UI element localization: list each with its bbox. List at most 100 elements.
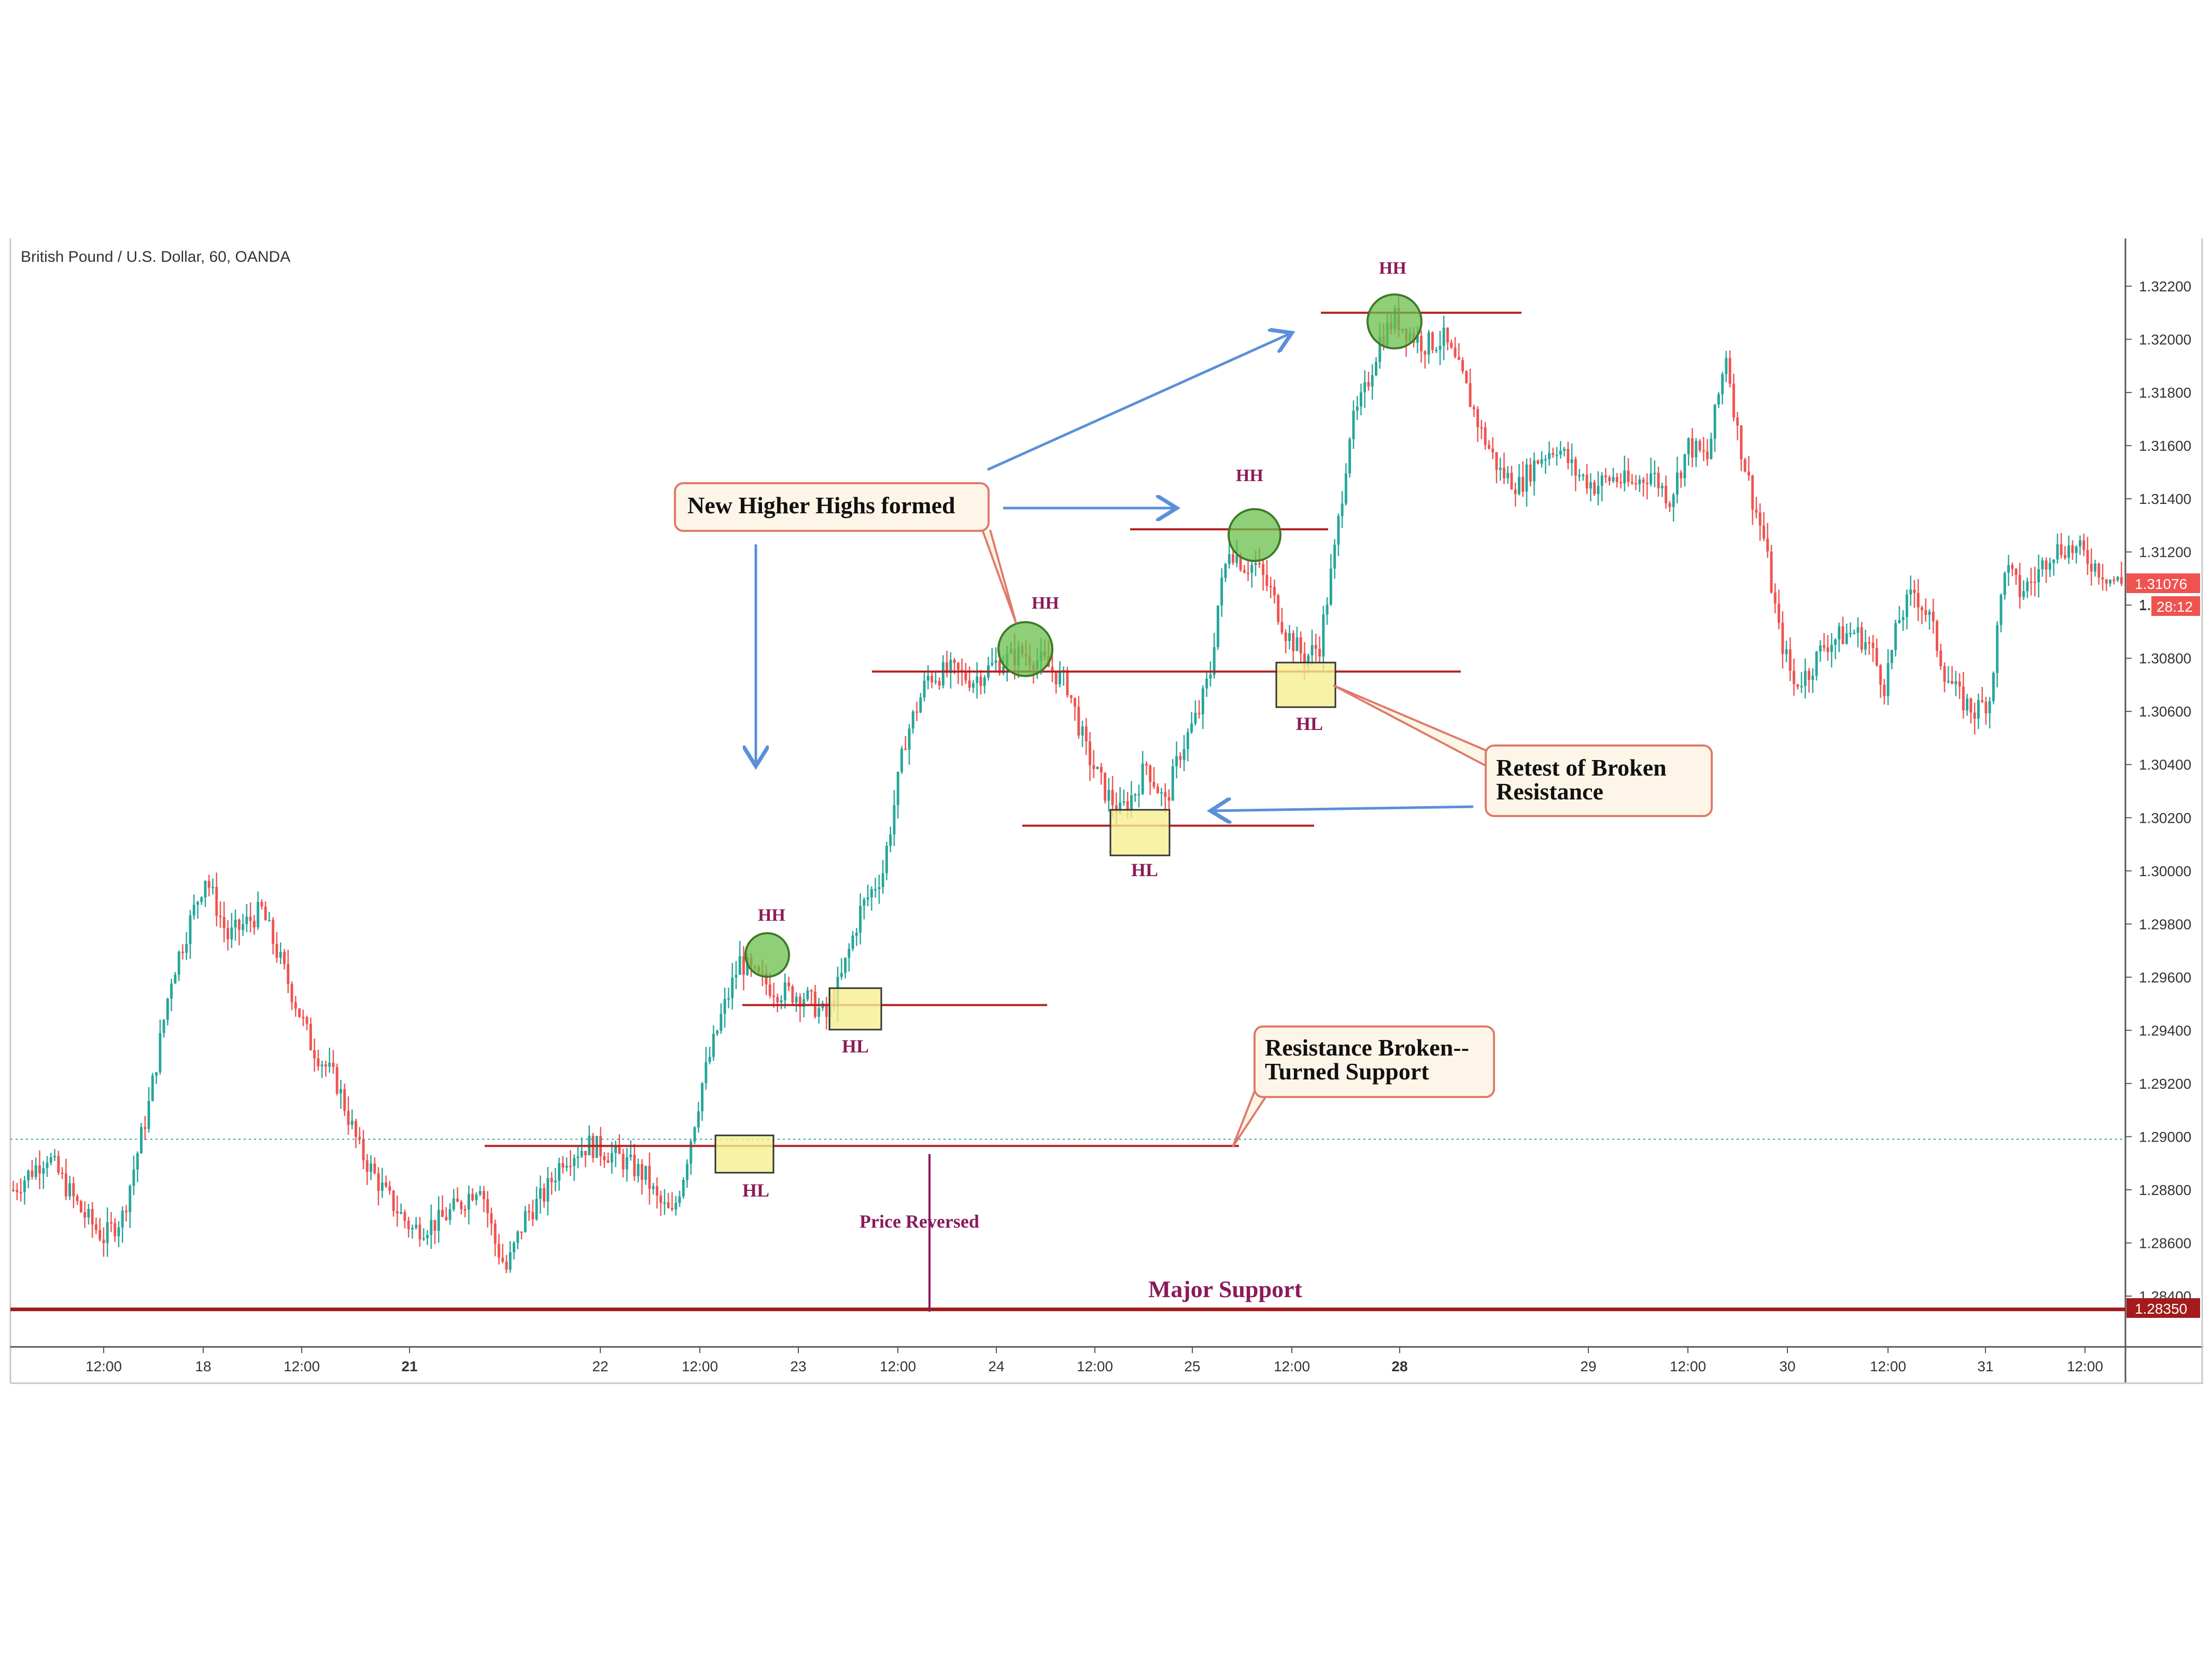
candle-body	[501, 1257, 504, 1262]
candle-body	[667, 1202, 670, 1208]
candle-body	[1427, 332, 1430, 355]
y-tick-label: 1.30800	[2139, 651, 2191, 667]
candle-body	[1160, 792, 1163, 794]
candle-body	[1352, 411, 1355, 439]
candle-body	[1295, 637, 1299, 651]
major-support-price: 1.28350	[2135, 1301, 2187, 1317]
candle-body	[1909, 589, 1912, 595]
candle-body	[622, 1154, 625, 1170]
candle-body	[1928, 611, 1931, 615]
candle-body	[1638, 479, 1641, 485]
candle-body	[2052, 559, 2055, 563]
candle-body	[83, 1212, 87, 1218]
candle-body	[1578, 475, 1581, 476]
candle-body	[926, 676, 929, 681]
candle-body	[1243, 570, 1246, 573]
candle-body	[132, 1169, 135, 1186]
candle-body	[1284, 632, 1287, 641]
candle-body	[1555, 455, 1558, 456]
candle-body	[2075, 546, 2078, 553]
candle-body	[505, 1261, 508, 1270]
candle-body	[1563, 448, 1566, 451]
hl-label-3: HL	[1131, 860, 1158, 880]
candle-body	[1096, 767, 1099, 769]
candle-body	[1773, 592, 1777, 604]
x-tick-label: 25	[1184, 1358, 1200, 1374]
candle-body	[1917, 593, 1920, 608]
candle-body	[1713, 404, 1716, 439]
hl-label-4: HL	[1296, 713, 1323, 734]
candle-body	[561, 1163, 565, 1168]
candle-body	[2048, 563, 2051, 570]
candle-body	[264, 906, 267, 921]
candle-body	[569, 1165, 572, 1168]
candle-body	[125, 1211, 128, 1213]
candle-body	[2094, 563, 2097, 572]
candle-body	[1476, 409, 1480, 428]
candle-body	[971, 683, 975, 688]
candle-body	[625, 1157, 628, 1170]
candle-body	[418, 1225, 421, 1240]
candle-body	[659, 1196, 663, 1203]
candle-body	[343, 1089, 346, 1111]
candles-group	[12, 294, 2123, 1273]
candle-body	[1570, 459, 1573, 463]
x-tick-label: 22	[592, 1358, 608, 1374]
candle-body	[1092, 765, 1095, 769]
hl-label-2: HL	[842, 1036, 869, 1057]
candle-body	[889, 834, 892, 846]
candle-body	[1811, 676, 1814, 680]
candle-body	[1502, 468, 1505, 479]
candle-body	[1544, 459, 1547, 461]
candle-body	[746, 958, 749, 975]
hh-label-1: HH	[758, 906, 785, 925]
candle-body	[516, 1231, 519, 1243]
candle-body	[42, 1168, 45, 1174]
hh-marker-4	[1366, 293, 1422, 349]
candle-body	[298, 1008, 301, 1017]
candle-body	[708, 1057, 711, 1062]
hl-marker-4	[1275, 662, 1336, 708]
candle-body	[885, 846, 888, 874]
y-tick-label: 1.31800	[2139, 385, 2191, 401]
candle-body	[881, 873, 884, 888]
candle-body	[1860, 627, 1863, 650]
candle-body	[72, 1183, 75, 1197]
x-tick-label: 28	[1391, 1358, 1407, 1374]
candle-body	[1378, 336, 1382, 362]
candle-body	[396, 1211, 399, 1214]
candle-body	[1642, 479, 1645, 483]
candle-body	[946, 662, 949, 673]
candle-body	[106, 1222, 109, 1243]
candle-body	[509, 1252, 512, 1270]
candle-body	[1051, 667, 1054, 672]
candle-body	[1695, 441, 1698, 458]
candle-body	[494, 1224, 497, 1244]
candle-body	[370, 1163, 372, 1172]
candle-body	[170, 983, 173, 999]
hh-label-2: HH	[1032, 594, 1059, 613]
candle-body	[350, 1120, 354, 1125]
candle-body	[1826, 647, 1829, 652]
last-price-tag	[2126, 573, 2200, 593]
x-tick-label: 12:00	[1274, 1358, 1310, 1374]
candle-body	[196, 902, 199, 905]
candle-body	[177, 951, 180, 975]
candle-body	[1758, 512, 1762, 526]
candle-body	[1201, 688, 1204, 714]
candle-body	[1958, 681, 1961, 687]
candle-body	[1992, 673, 1995, 701]
candle-body	[848, 948, 851, 958]
candle-body	[1367, 382, 1370, 387]
candle-body	[1194, 712, 1197, 724]
candle-body	[787, 982, 791, 987]
candle-body	[1069, 695, 1073, 698]
candle-body	[1785, 649, 1788, 654]
candle-body	[478, 1191, 482, 1195]
candle-body	[2071, 545, 2074, 553]
candle-body	[227, 928, 230, 939]
candle-body	[275, 944, 278, 958]
candle-body	[1239, 555, 1242, 570]
hl-marker-1	[714, 1134, 774, 1174]
